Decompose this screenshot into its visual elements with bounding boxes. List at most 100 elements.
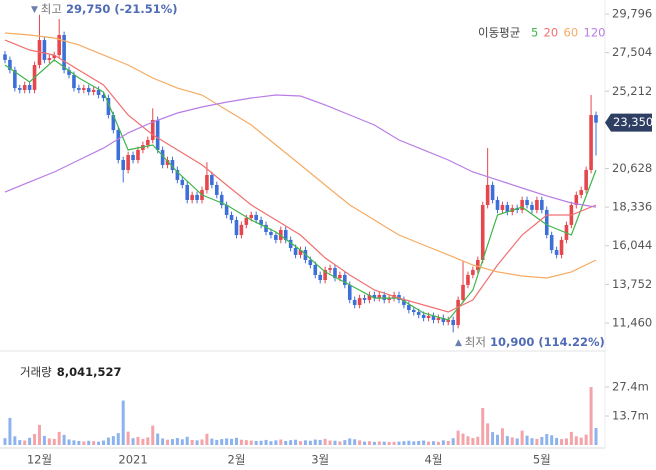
candle-body bbox=[283, 229, 288, 240]
candle-body bbox=[372, 295, 377, 299]
candle-body bbox=[333, 268, 337, 278]
volume-bar bbox=[146, 437, 150, 445]
volume-bar bbox=[244, 440, 248, 445]
volume-bar bbox=[318, 439, 322, 445]
candle-body bbox=[347, 284, 352, 300]
candle-body bbox=[185, 184, 190, 200]
candle-body bbox=[544, 209, 549, 236]
candle-body bbox=[82, 88, 86, 90]
volume-bar bbox=[23, 440, 27, 445]
volume-bar bbox=[451, 438, 455, 445]
candle-body bbox=[72, 74, 76, 89]
candle-body bbox=[505, 205, 510, 212]
candle-body bbox=[57, 35, 61, 56]
candle-body bbox=[421, 314, 426, 318]
candle-body bbox=[8, 59, 12, 71]
candle-body bbox=[352, 299, 357, 305]
candle-body bbox=[269, 231, 273, 236]
volume-bar bbox=[491, 432, 495, 445]
legend-entry: 5 bbox=[531, 26, 538, 40]
candle-body bbox=[574, 194, 579, 206]
volume-bar bbox=[417, 440, 421, 445]
volume-bar bbox=[180, 439, 184, 445]
volume-bar bbox=[397, 441, 401, 445]
volume-bar bbox=[166, 439, 170, 445]
volume-bar bbox=[102, 440, 105, 445]
candle-body bbox=[495, 199, 500, 210]
volume-bar bbox=[574, 436, 578, 445]
volume-bar bbox=[37, 424, 41, 445]
candle-body bbox=[367, 295, 372, 300]
candle-body bbox=[274, 235, 278, 240]
x-tick-label: 4월 bbox=[425, 453, 443, 467]
candle-body bbox=[535, 199, 539, 210]
candle-body bbox=[402, 299, 406, 305]
volume-bar bbox=[402, 441, 406, 445]
candle-body bbox=[407, 304, 411, 311]
volume-bar bbox=[476, 436, 480, 445]
candle-body bbox=[476, 259, 480, 270]
candle-body bbox=[219, 194, 224, 206]
volume-bar bbox=[372, 441, 376, 445]
candle-body bbox=[239, 224, 244, 236]
volume-bar bbox=[67, 439, 71, 445]
volume-bar bbox=[28, 437, 32, 445]
volume-bar bbox=[515, 438, 519, 445]
y-tick-label: 16,044 bbox=[612, 238, 652, 252]
candle-body bbox=[116, 130, 121, 161]
candle-body bbox=[357, 298, 362, 305]
volume-bar bbox=[540, 436, 544, 445]
candle-body bbox=[485, 184, 490, 206]
volume-bar bbox=[461, 433, 465, 445]
volume-bar bbox=[348, 438, 352, 445]
candle-body bbox=[362, 298, 367, 300]
candle-body bbox=[160, 149, 165, 165]
volume-bar bbox=[234, 437, 238, 445]
candle-body bbox=[121, 160, 125, 170]
candle-body bbox=[155, 119, 160, 150]
volume-bar bbox=[220, 439, 224, 445]
volume-bar bbox=[387, 442, 391, 445]
volume-bar bbox=[294, 439, 298, 445]
last-price-label: 23,350 bbox=[613, 115, 653, 129]
volume-bar bbox=[382, 441, 386, 445]
volume-bar bbox=[126, 431, 130, 445]
candle-body bbox=[106, 98, 111, 116]
candle-body bbox=[426, 315, 431, 318]
volume-bar bbox=[47, 438, 51, 445]
candle-body bbox=[559, 239, 564, 255]
volume-bar bbox=[358, 440, 362, 445]
candle-body bbox=[126, 154, 130, 170]
candle-body bbox=[17, 88, 22, 90]
candle-body bbox=[150, 119, 155, 140]
volume-bar bbox=[274, 440, 278, 445]
candle-body bbox=[554, 250, 559, 255]
volume-bar bbox=[486, 423, 490, 445]
candle-body bbox=[62, 35, 66, 71]
volume-tick-label: 13.7m bbox=[612, 409, 649, 423]
candle-body bbox=[446, 319, 451, 322]
candle-body bbox=[288, 239, 293, 249]
x-tick-label: 3월 bbox=[311, 453, 329, 467]
volume-bar bbox=[92, 441, 96, 445]
legend-entry: 120 bbox=[584, 26, 606, 40]
y-tick-label: 18,336 bbox=[612, 200, 652, 214]
candle-body bbox=[67, 70, 71, 75]
candle-body bbox=[298, 250, 303, 255]
volume-bar bbox=[407, 440, 411, 445]
candle-body bbox=[436, 317, 441, 320]
volume-bar bbox=[106, 437, 110, 445]
y-tick-label: 20,628 bbox=[612, 161, 652, 175]
volume-bar bbox=[200, 439, 204, 445]
candle-body bbox=[205, 175, 209, 191]
moving-average-line bbox=[4, 94, 597, 208]
candle-body bbox=[195, 194, 199, 200]
candle-body bbox=[318, 274, 322, 281]
volume-bar bbox=[42, 435, 46, 445]
volume-bar bbox=[299, 441, 302, 445]
y-tick-label: 11,460 bbox=[612, 315, 652, 329]
x-tick-label: 2021 bbox=[118, 453, 147, 467]
volume-bar bbox=[205, 433, 209, 445]
candle-body bbox=[441, 317, 446, 322]
volume-bar bbox=[555, 438, 559, 445]
